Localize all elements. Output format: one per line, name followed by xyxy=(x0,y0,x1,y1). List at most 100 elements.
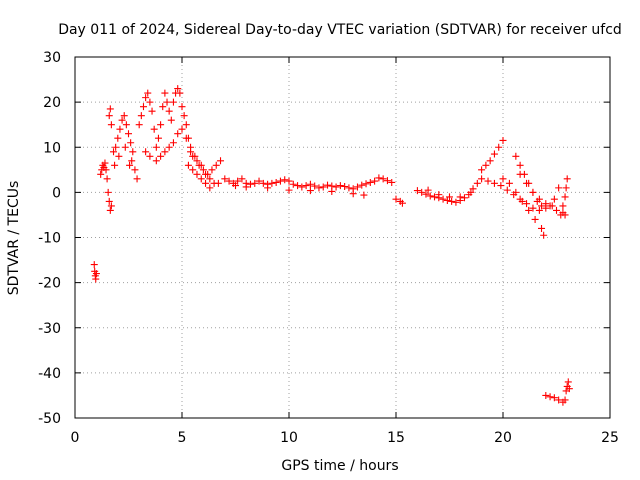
series-pre-dawn-cluster xyxy=(97,105,141,214)
data-point xyxy=(565,385,573,393)
data-point xyxy=(540,231,548,239)
data-point xyxy=(516,161,524,169)
data-point xyxy=(535,206,543,214)
data-point xyxy=(161,148,169,156)
data-point xyxy=(148,107,156,115)
data-point xyxy=(101,159,109,167)
data-point xyxy=(538,224,546,232)
data-point xyxy=(105,197,113,205)
data-point xyxy=(285,186,293,194)
data-point xyxy=(242,183,250,191)
x-tick-label: 5 xyxy=(178,430,187,446)
data-point xyxy=(563,175,571,183)
data-point xyxy=(490,179,498,187)
data-point xyxy=(276,177,284,185)
series-dawn-main xyxy=(135,85,225,192)
data-point xyxy=(512,152,520,160)
data-point xyxy=(92,275,100,283)
data-point xyxy=(473,179,481,187)
data-point xyxy=(345,184,353,192)
data-point xyxy=(499,175,507,183)
data-point xyxy=(129,148,137,156)
data-point xyxy=(197,161,205,169)
data-point xyxy=(154,134,162,142)
data-point xyxy=(187,143,195,151)
data-point xyxy=(443,196,451,204)
data-point xyxy=(106,206,114,214)
data-point xyxy=(199,166,207,174)
data-point xyxy=(180,112,188,120)
data-point xyxy=(97,170,105,178)
data-point xyxy=(146,98,154,106)
data-point xyxy=(478,166,486,174)
x-tick-label: 25 xyxy=(601,430,619,446)
data-point xyxy=(107,121,115,129)
y-tick-label: 0 xyxy=(52,185,61,201)
data-point xyxy=(251,179,259,187)
data-point xyxy=(550,195,558,203)
plot-frame xyxy=(74,56,611,419)
data-point xyxy=(152,157,160,165)
data-point xyxy=(306,180,314,188)
data-point xyxy=(460,194,468,202)
data-point xyxy=(435,191,443,199)
data-point xyxy=(383,177,391,185)
data-point xyxy=(90,261,98,269)
data-point xyxy=(424,186,432,194)
data-point xyxy=(197,175,205,183)
data-point xyxy=(561,396,569,404)
data-point xyxy=(294,182,302,190)
data-point xyxy=(353,183,361,191)
data-point xyxy=(315,184,323,192)
data-point xyxy=(112,143,120,151)
data-point xyxy=(178,125,186,133)
data-point xyxy=(559,209,567,217)
data-point xyxy=(542,200,550,208)
chart-title: Day 011 of 2024, Sidereal Day-to-day VTE… xyxy=(58,22,622,38)
data-point xyxy=(523,200,531,208)
data-point xyxy=(92,270,100,278)
data-point xyxy=(542,391,550,399)
x-tick-label: 20 xyxy=(494,430,512,446)
data-point xyxy=(469,185,477,193)
data-point xyxy=(555,184,563,192)
data-point xyxy=(202,179,210,187)
data-point xyxy=(529,188,537,196)
data-point xyxy=(107,202,115,210)
data-point xyxy=(157,152,165,160)
data-point xyxy=(311,182,319,190)
data-point xyxy=(176,89,184,97)
data-point xyxy=(234,177,242,185)
data-point xyxy=(490,150,498,158)
data-point xyxy=(503,186,511,194)
data-point xyxy=(120,112,128,120)
data-point xyxy=(142,148,150,156)
data-point xyxy=(413,187,421,195)
data-point xyxy=(360,191,368,199)
data-point xyxy=(448,197,456,205)
data-point xyxy=(125,130,132,138)
data-point xyxy=(131,166,139,174)
data-point xyxy=(121,143,129,151)
data-point xyxy=(150,125,158,133)
x-tick-label: 15 xyxy=(387,430,405,446)
y-tick-label: -50 xyxy=(38,411,61,427)
data-point xyxy=(159,103,167,111)
data-point xyxy=(439,195,447,203)
y-tick-label: -40 xyxy=(38,366,61,382)
data-point xyxy=(546,393,554,401)
y-tick-label: 20 xyxy=(43,95,61,111)
x-tick-label: 10 xyxy=(280,430,298,446)
data-point xyxy=(332,183,340,191)
data-point xyxy=(217,157,225,165)
data-point xyxy=(550,394,558,402)
data-point xyxy=(191,152,199,160)
data-point xyxy=(398,199,406,207)
data-point xyxy=(564,378,572,386)
data-point xyxy=(518,197,526,205)
data-point xyxy=(482,161,490,169)
data-point xyxy=(184,161,192,169)
data-point xyxy=(152,143,160,151)
data-point xyxy=(114,134,122,142)
